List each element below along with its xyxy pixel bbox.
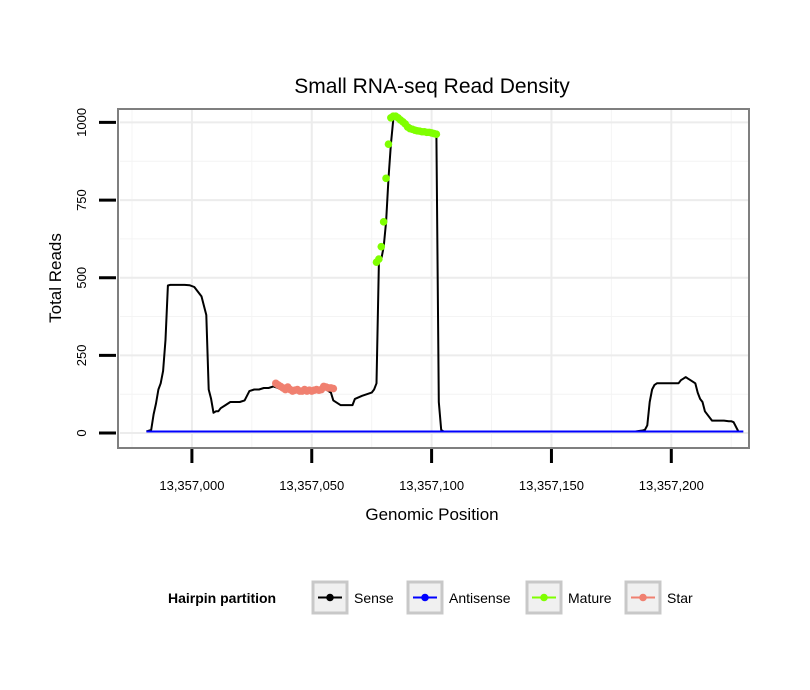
chart-title: Small RNA-seq Read Density	[294, 75, 570, 98]
legend-label: Mature	[568, 590, 612, 606]
x-tick-label: 13,357,200	[639, 478, 704, 493]
legend: Hairpin partition Sense Antisense Mature St…	[168, 580, 693, 615]
x-tick-label: 13,357,150	[519, 478, 584, 493]
data-point-star	[329, 384, 338, 393]
legend-item-mature: Mature	[525, 580, 612, 615]
legend-key-point	[639, 593, 647, 602]
x-tick-label: 13,357,000	[159, 478, 224, 493]
legend-key-point	[421, 593, 429, 602]
legend-item-sense: Sense	[311, 580, 394, 615]
y-tick-label: 250	[74, 345, 89, 367]
series-line-sense	[146, 116, 744, 433]
y-axis-title: Total Reads	[46, 233, 65, 323]
data-point-mature	[382, 174, 390, 183]
legend-key-point	[326, 593, 334, 602]
series-layer	[146, 112, 744, 433]
data-point-mature	[375, 255, 383, 263]
y-tick-label: 0	[74, 429, 89, 436]
legend-item-antisense: Antisense	[406, 580, 511, 615]
legend-label: Sense	[354, 590, 394, 606]
grid-lines	[120, 110, 748, 447]
legend-label: Antisense	[449, 590, 511, 606]
legend-label: Star	[667, 590, 693, 606]
y-tick-label: 1000	[74, 108, 89, 137]
legend-title: Hairpin partition	[168, 590, 276, 606]
legend-key-point	[540, 593, 548, 602]
x-tick-label: 13,357,050	[279, 478, 344, 493]
data-point-mature	[384, 140, 393, 148]
axes: 13,357,000 13,357,050 13,357,100 13,357,150…	[74, 108, 704, 493]
x-axis-title: Genomic Position	[365, 505, 498, 524]
data-point-mature	[377, 242, 386, 251]
legend-item-star: Star	[624, 580, 693, 615]
x-tick-label: 13,357,100	[399, 478, 464, 493]
y-tick-label: 500	[74, 267, 89, 289]
y-tick-label: 750	[74, 189, 89, 211]
data-point-mature	[432, 130, 441, 139]
data-point-mature	[379, 218, 388, 226]
